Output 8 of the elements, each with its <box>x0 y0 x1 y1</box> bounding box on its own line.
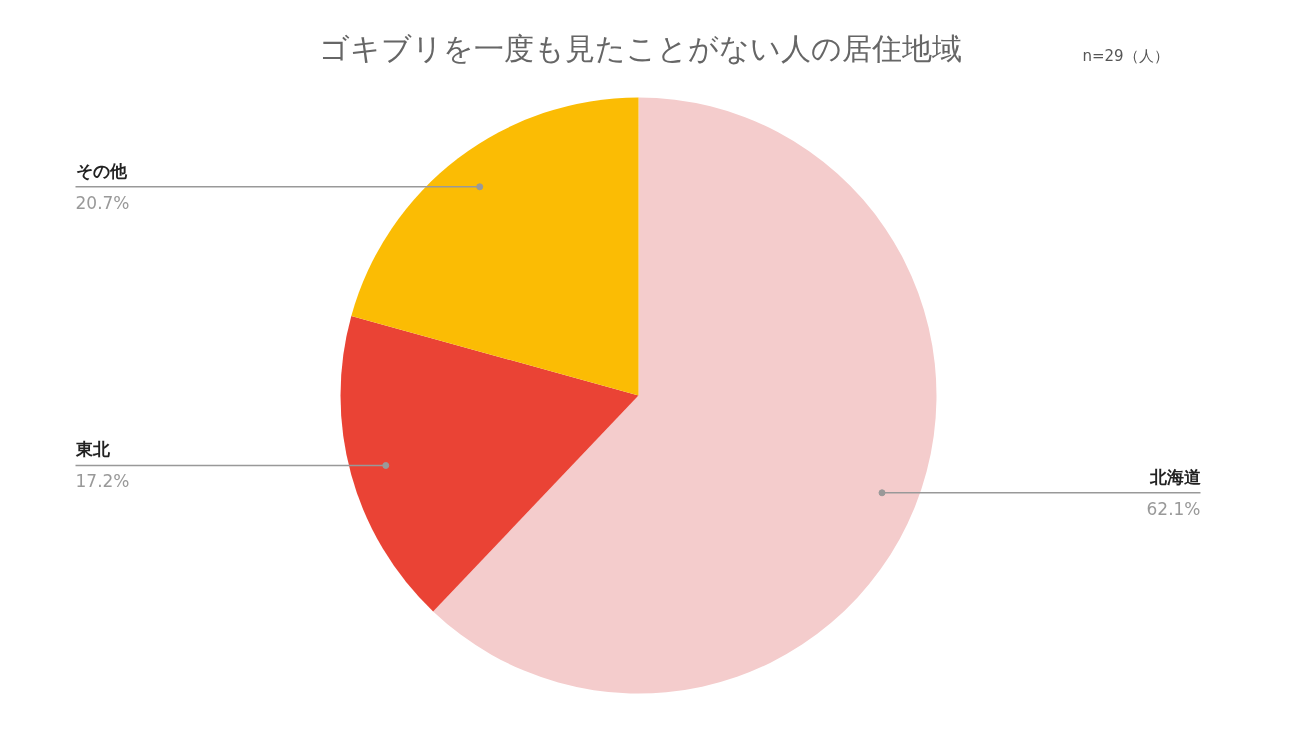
data-label: 20.7% <box>75 192 130 213</box>
data-label: 62.1% <box>1146 498 1201 519</box>
data-label: 17.2% <box>75 471 130 492</box>
chart-title: ゴキブリを一度も見たことがない人の居住地域 <box>319 31 962 66</box>
slice-label: その他 <box>75 160 128 181</box>
text: n=29（人） <box>1082 46 1169 65</box>
slice-label: 東北 <box>74 439 111 460</box>
slice-label: 北海道 <box>1148 466 1201 487</box>
